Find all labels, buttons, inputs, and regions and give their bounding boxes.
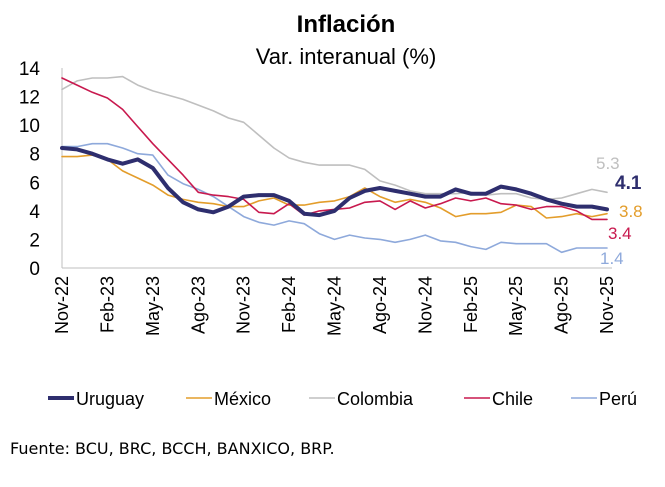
end-label-méxico: 3.8 xyxy=(619,202,643,221)
end-label-chile: 3.4 xyxy=(608,224,632,243)
y-tick-label: 2 xyxy=(29,230,40,251)
legend: Uruguay México Colombia Chile Perú xyxy=(48,389,637,409)
legend-label-colombia: Colombia xyxy=(337,389,414,409)
y-tick-label: 8 xyxy=(29,145,40,166)
end-label-colombia: 5.3 xyxy=(596,154,620,173)
y-tick-label: 12 xyxy=(19,88,40,109)
legend-label-chile: Chile xyxy=(492,389,533,409)
y-tick-label: 14 xyxy=(19,59,41,80)
series-line-uruguay xyxy=(60,146,609,218)
x-tick-label: May-24 xyxy=(325,276,345,336)
x-tick-label: Nov-25 xyxy=(597,276,617,334)
y-tick-label: 6 xyxy=(29,173,40,194)
legend-label-uruguay: Uruguay xyxy=(76,389,144,409)
x-tick-label: Ago-25 xyxy=(552,276,572,334)
end-label-perú: 1.4 xyxy=(600,249,624,268)
x-tick-label: Ago-23 xyxy=(188,276,208,334)
y-tick-label: 4 xyxy=(29,202,40,223)
chart-subtitle: Var. interanual (%) xyxy=(256,44,437,69)
x-tick-label: Nov-24 xyxy=(415,276,435,334)
x-tick-label: Ago-24 xyxy=(370,276,390,334)
series-lines xyxy=(60,75,609,254)
x-tick-label: Nov-22 xyxy=(52,276,72,334)
x-tick-label: Feb-25 xyxy=(461,276,481,333)
x-tick-label: Nov-23 xyxy=(234,276,254,334)
x-tick-labels: Nov-22 Feb-23 May-23 Ago-23 Nov-23 Feb-24 May-… xyxy=(52,276,617,336)
y-tick-label: 10 xyxy=(19,116,40,137)
end-label-uruguay: 4.1 xyxy=(615,173,642,194)
end-value-labels: 4.1 3.8 5.3 3.4 1.4 xyxy=(596,154,643,268)
y-tick-label: 0 xyxy=(29,259,40,280)
x-tick-label: Feb-24 xyxy=(279,276,299,333)
series-line-colombia xyxy=(61,75,608,201)
x-tick-label: Feb-23 xyxy=(97,276,117,333)
y-tick-labels: 0 2 4 6 8 10 12 14 xyxy=(19,59,41,280)
x-tick-label: May-25 xyxy=(506,276,526,336)
series-line-perú xyxy=(61,142,608,254)
x-tick-label: May-23 xyxy=(143,276,163,336)
chart-title: Inflación xyxy=(297,11,396,38)
legend-label-perú: Perú xyxy=(599,389,637,409)
source-note: Fuente: BCU, BRC, BCCH, BANXICO, BRP. xyxy=(10,439,335,458)
series-line-chile xyxy=(61,77,608,221)
legend-label-méxico: México xyxy=(214,389,271,409)
